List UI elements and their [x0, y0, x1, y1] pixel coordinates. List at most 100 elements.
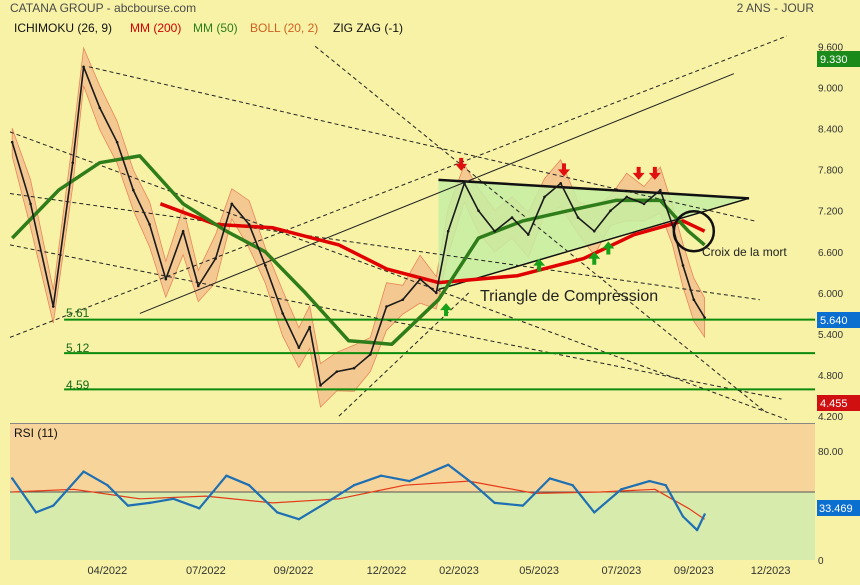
- x-tick-4: 02/2023: [439, 565, 479, 577]
- price-point-25: [418, 277, 422, 281]
- down-arrow-2: [632, 166, 645, 180]
- price-point-36: [592, 229, 596, 233]
- series-layer: [10, 65, 706, 532]
- level-label-561: 5.61: [66, 306, 90, 320]
- price-point-11: [196, 284, 200, 288]
- tag-rsi: 33.469: [819, 503, 853, 515]
- rsi-point-20: [521, 504, 525, 507]
- price-point-40: [658, 188, 662, 192]
- rsi-label: RSI (11): [14, 426, 58, 440]
- up-arrow-2: [588, 251, 601, 265]
- up-arrow-1: [533, 258, 546, 272]
- rsi-point-2: [52, 504, 55, 507]
- triangle-layer: [438, 178, 750, 291]
- rsi-point-14: [352, 484, 356, 487]
- rsi-point-7: [172, 497, 175, 500]
- x-tick-7: 09/2023: [674, 565, 714, 577]
- price-point-24: [401, 298, 405, 302]
- down-arrow-3: [648, 166, 661, 180]
- axis-layer: 9.600 9.000 8.400 7.800 7.200 6.600 6.000 5.400…: [87, 42, 843, 577]
- price-point-29: [477, 209, 480, 212]
- legend-mm50: MM (50): [193, 21, 238, 35]
- legend-ichimoku: ICHIMOKU (26, 9): [14, 21, 112, 35]
- price-point-5: [98, 106, 102, 110]
- rsi-point-22: [571, 484, 574, 487]
- price-point-21: [352, 366, 356, 370]
- rsi-point-28: [695, 528, 699, 532]
- price-point-7: [132, 188, 135, 192]
- tag-last: 5.640: [820, 315, 848, 327]
- trend-solid-up: [139, 73, 735, 314]
- price-point-43: [692, 298, 696, 302]
- rsi-point-21: [548, 477, 552, 480]
- rsi-line: [11, 463, 706, 532]
- price-point-4: [82, 65, 85, 69]
- price-point-1: [29, 202, 32, 206]
- rsi-point-9: [225, 474, 228, 477]
- rsi-point-5: [126, 504, 130, 507]
- rsi-point-6: [148, 501, 151, 505]
- rsi-point-24: [620, 488, 623, 491]
- trend-channel-lower: [9, 35, 788, 338]
- rsi-point-8: [198, 507, 201, 510]
- legend-zigzag: ZIG ZAG (-1): [333, 21, 403, 35]
- chart-period: 2 ANS - JOUR: [737, 1, 815, 15]
- rsi-point-3: [82, 470, 85, 473]
- price-tick-3: 7.800: [818, 166, 843, 177]
- trend-low-down: [9, 244, 782, 400]
- tag-last-bg: [817, 312, 860, 328]
- price-point-41: [670, 223, 674, 226]
- level-label-459: 4.59: [66, 378, 90, 392]
- chart-title: CATANA GROUP - abcbourse.com: [10, 1, 196, 15]
- price-point-39: [642, 202, 646, 206]
- tag-top-bg: [817, 51, 860, 67]
- x-tick-2: 09/2022: [274, 565, 314, 577]
- x-tick-8: 12/2023: [751, 565, 791, 577]
- price-point-27: [446, 229, 450, 233]
- price-point-12: [214, 257, 217, 260]
- rsi-point-13: [324, 501, 328, 505]
- rsi-point-19: [493, 501, 496, 505]
- death-cross-circle: [672, 209, 716, 253]
- trend-resistance-long: [88, 66, 755, 222]
- triangle-label: Triangle de Compression: [480, 288, 658, 305]
- price-point-20: [335, 370, 339, 373]
- tag-low-bg: [817, 395, 860, 411]
- price-point-44: [703, 316, 706, 319]
- price-point-42: [681, 264, 685, 267]
- price-point-23: [385, 305, 388, 308]
- price-tick-9: 4.200: [818, 412, 843, 423]
- up-arrow-3: [602, 241, 615, 255]
- rsi-point-26: [664, 484, 667, 487]
- rsi-tick-0: 80.00: [818, 447, 843, 458]
- price-point-10: [181, 229, 185, 233]
- rsi-point-17: [447, 463, 450, 466]
- annotations-layer: [440, 157, 716, 317]
- price-point-8: [148, 223, 151, 226]
- price-point-26: [435, 291, 438, 295]
- price-point-19: [319, 384, 322, 387]
- legend-boll: BOLL (20, 2): [250, 21, 318, 35]
- x-tick-1: 07/2022: [186, 565, 226, 577]
- rsi-point-1: [34, 511, 38, 514]
- chart-background-layer: [10, 423, 815, 560]
- rsi-signal-line: [12, 480, 705, 520]
- price-point-16: [281, 312, 284, 315]
- rsi-point-12: [297, 518, 301, 521]
- price-point-28: [463, 181, 466, 185]
- rsi-point-18: [471, 482, 475, 486]
- price-point-15: [264, 264, 267, 267]
- triangle-fill: [438, 179, 749, 290]
- price-point-22: [369, 353, 372, 356]
- price-point-37: [609, 209, 612, 212]
- rsi-point-0: [10, 477, 14, 480]
- x-tick-3: 12/2022: [367, 565, 407, 577]
- level-label-512: 5.12: [66, 341, 90, 355]
- trend-steep-down: [314, 45, 767, 414]
- legend-mm200: MM (200): [130, 21, 181, 35]
- down-arrow-0: [455, 157, 468, 171]
- x-tick-5: 05/2023: [519, 565, 559, 577]
- price-tick-5: 6.600: [818, 248, 843, 259]
